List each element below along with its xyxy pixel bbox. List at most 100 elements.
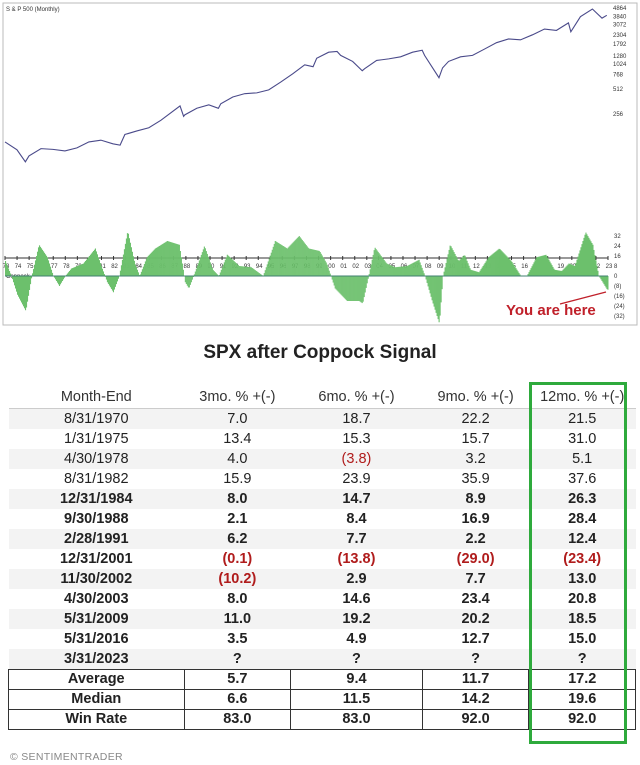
coppock-bar <box>256 271 258 276</box>
coppock-bar <box>315 250 317 276</box>
coppock-bar <box>62 276 65 280</box>
coppock-bar <box>563 268 565 276</box>
coppock-bar <box>448 249 450 276</box>
coppock-bar <box>471 270 473 276</box>
coppock-bar <box>535 258 537 276</box>
coppock-bar <box>393 266 395 276</box>
results-table: Month-End 3mo. % +(-) 6mo. % +(-) 9mo. % +(… <box>8 386 636 730</box>
coppock-bar <box>287 247 289 276</box>
coppock-bar <box>51 272 54 276</box>
coppock-bar <box>566 265 568 276</box>
price-tick-label: 768 <box>613 72 624 78</box>
return-cell: 18.7 <box>290 408 423 429</box>
coppock-bar <box>216 274 218 276</box>
coppock-bar <box>236 264 238 276</box>
coppock-bar <box>516 269 518 276</box>
coppock-bar <box>512 263 514 276</box>
coppock-bar <box>170 242 172 276</box>
coppock-bar <box>190 276 192 283</box>
coppock-bar <box>106 276 108 283</box>
coppock-bar <box>486 259 488 276</box>
coppock-bar <box>340 276 342 295</box>
coppock-bar <box>295 239 297 276</box>
coppock-bar <box>165 241 167 276</box>
coppock-bar <box>230 258 232 276</box>
coppock-bar <box>36 251 39 276</box>
coppock-bar <box>499 249 501 276</box>
coppock-bar <box>475 271 477 276</box>
coppock-bar <box>66 273 69 276</box>
coppock-bar <box>19 276 22 301</box>
coppock-bar <box>21 276 24 305</box>
footer-copyright: © SENTIMENTRADER <box>10 751 123 763</box>
coppock-bar <box>135 267 137 276</box>
coppock-bar <box>517 271 519 276</box>
coppock-tick-label: 16 <box>614 254 621 260</box>
coppock-bar <box>341 276 343 296</box>
coppock-bar <box>49 266 52 276</box>
return-cell: 4.9 <box>346 630 367 647</box>
coppock-tick-label: 8 <box>614 264 618 270</box>
coppock-bar <box>477 271 479 276</box>
coppock-bar <box>208 259 210 276</box>
coppock-bar <box>353 276 355 301</box>
year-tick-label: 12 <box>473 264 480 270</box>
coppock-bar <box>303 242 305 276</box>
coppock-bar <box>30 276 33 279</box>
coppock-bar <box>131 251 133 276</box>
coppock-bar <box>510 260 512 276</box>
coppock-bar <box>419 262 421 276</box>
return-cell: 15.3 <box>342 430 371 447</box>
coppock-bar <box>383 259 385 276</box>
coppock-bar <box>160 244 162 276</box>
coppock-bar <box>143 264 145 276</box>
table-row: 12/31/1984 8.0 14.7 8.9 26.3 <box>8 489 636 509</box>
coppock-bar <box>184 276 186 283</box>
coppock-bar <box>76 266 79 276</box>
coppock-bar <box>220 269 222 276</box>
coppock-bar <box>397 266 399 276</box>
coppock-bar <box>440 276 442 303</box>
coppock-bar <box>5 263 8 276</box>
coppock-bar <box>444 267 446 276</box>
coppock-bar <box>505 255 507 276</box>
coppock-bar <box>13 276 16 286</box>
return-cell: 12.7 <box>461 630 490 647</box>
return-cell: 8.0 <box>227 590 248 607</box>
price-tick-label: 512 <box>613 87 624 93</box>
table-row: 5/31/2016 3.5 4.9 12.7 15.0 <box>9 629 636 649</box>
coppock-bar <box>359 276 361 302</box>
coppock-bar <box>73 267 76 276</box>
coppock-bar <box>281 245 283 276</box>
coppock-bar <box>350 276 352 301</box>
coppock-bar <box>306 246 308 276</box>
coppock-bar <box>418 259 420 276</box>
coppock-bar <box>206 253 208 276</box>
coppock-bar <box>462 256 464 276</box>
coppock-bar <box>43 252 46 276</box>
coppock-bar <box>473 270 475 276</box>
coppock-bar <box>507 257 509 276</box>
coppock-bar <box>332 276 334 283</box>
coppock-bar <box>322 257 324 276</box>
coppock-bar <box>429 276 431 294</box>
coppock-bar <box>42 251 45 276</box>
coppock-bar <box>26 276 29 302</box>
month-end-cell: 4/30/2003 <box>64 590 129 607</box>
coppock-bar <box>481 267 483 276</box>
coppock-bar <box>495 251 497 276</box>
coppock-bar <box>414 261 416 276</box>
coppock-bar <box>283 246 285 276</box>
coppock-bar <box>395 267 397 276</box>
coppock-bar <box>187 276 189 288</box>
coppock-bar <box>501 251 503 276</box>
coppock-bar <box>500 250 502 276</box>
coppock-bar <box>270 252 272 276</box>
coppock-bar <box>6 266 9 276</box>
coppock-bar <box>428 276 430 290</box>
coppock-bar <box>226 254 228 276</box>
return-cell: 14.6 <box>342 590 371 607</box>
coppock-bar <box>591 243 593 276</box>
coppock-bar <box>584 234 586 276</box>
coppock-bar <box>580 247 582 276</box>
